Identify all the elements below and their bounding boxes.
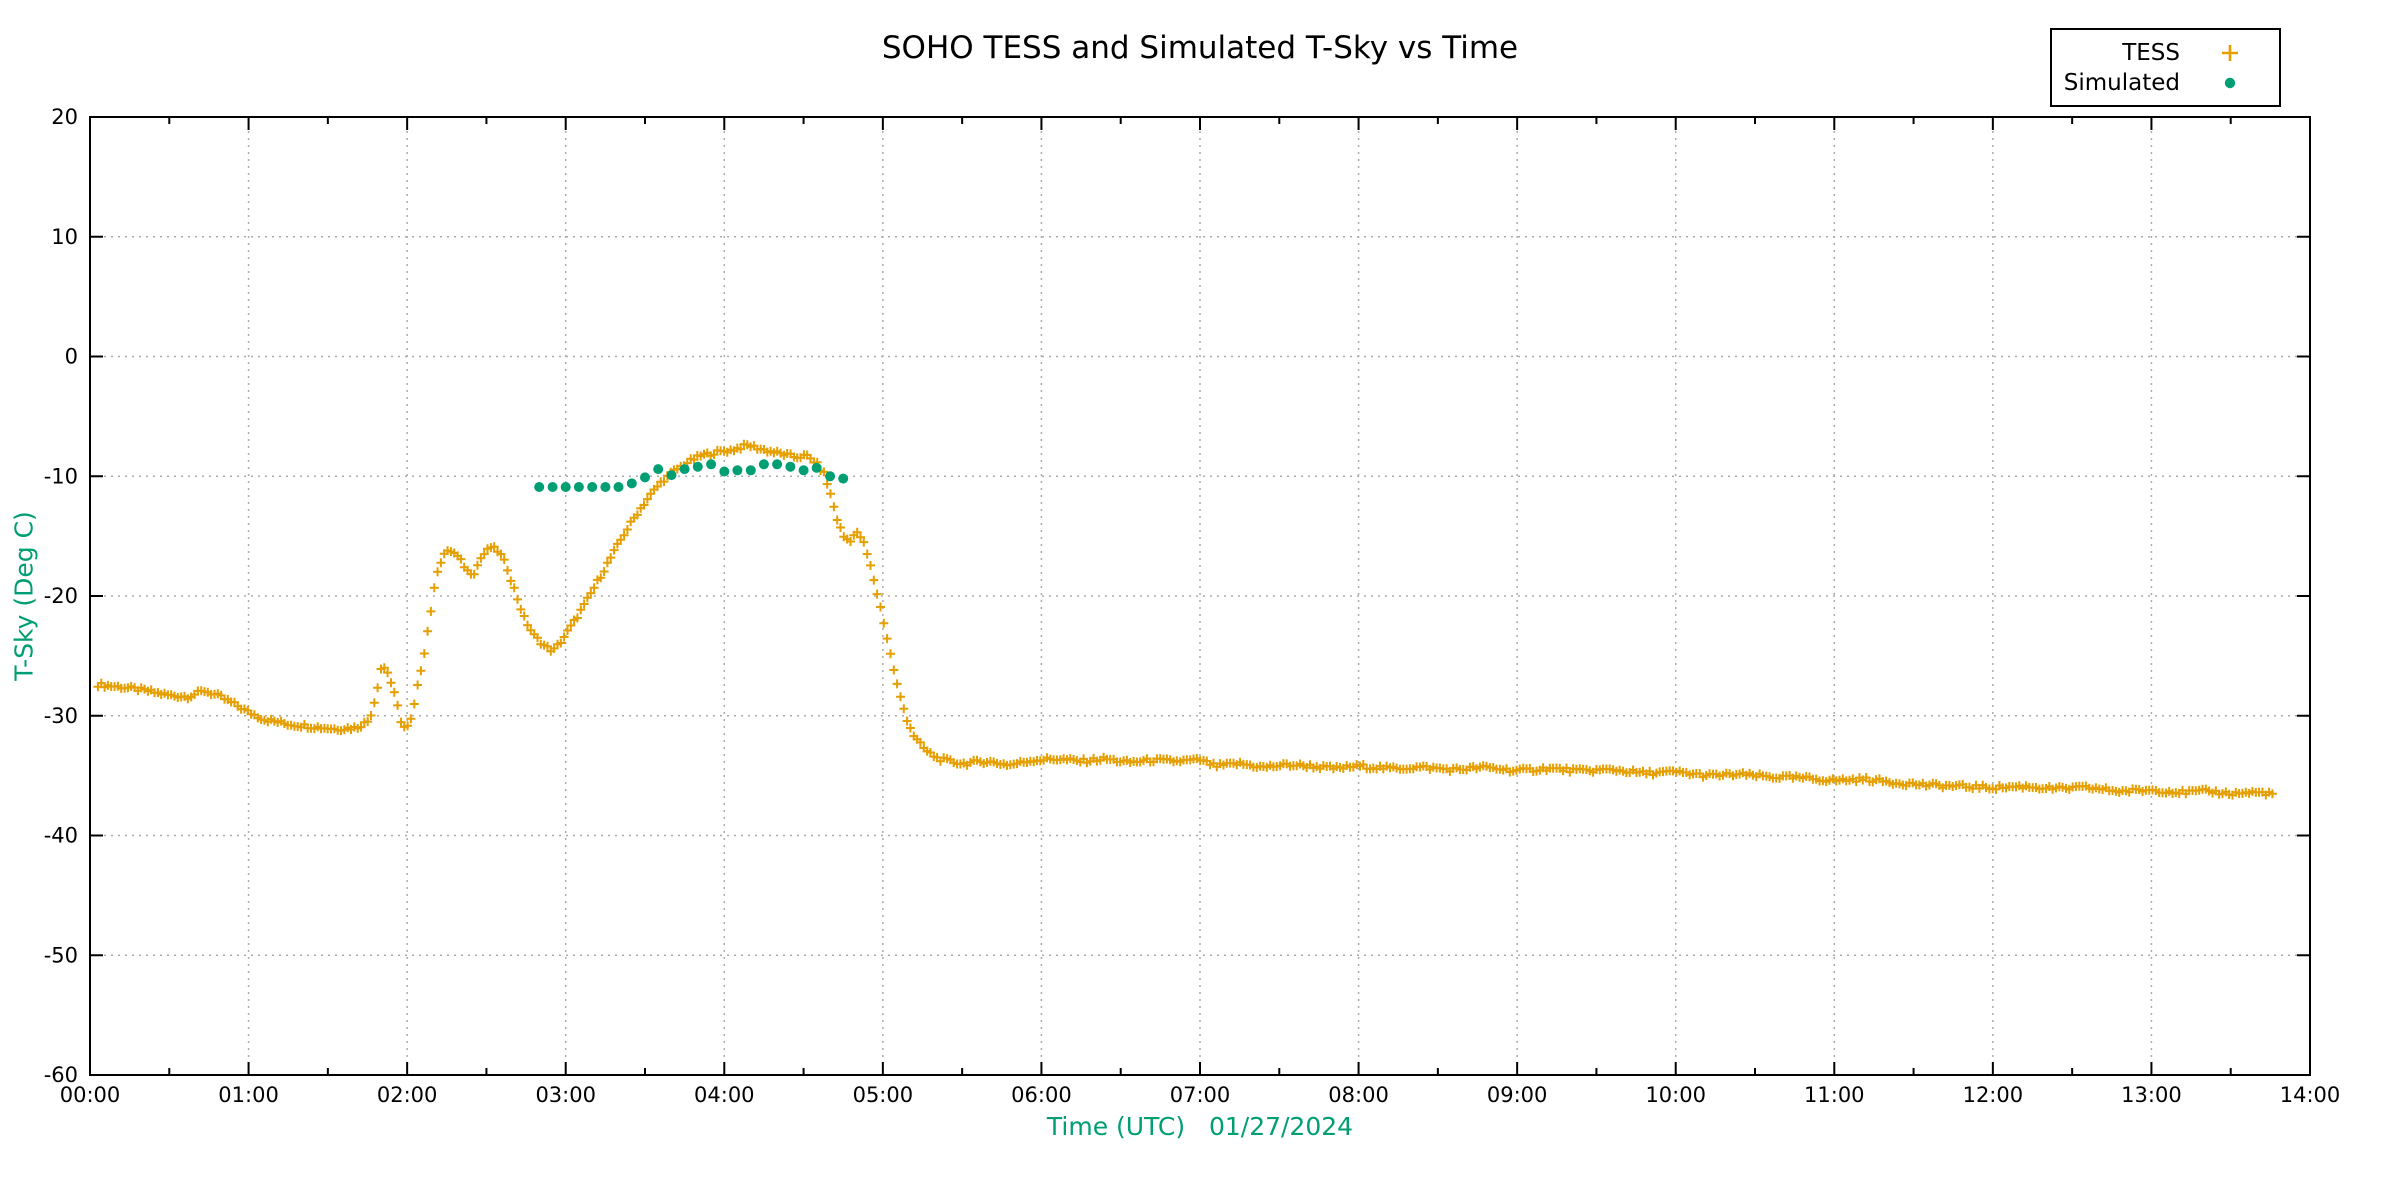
legend-row-simulated: Simulated bbox=[2052, 68, 2279, 98]
simulated-point bbox=[653, 464, 664, 475]
simulated-point bbox=[758, 459, 769, 470]
y-tick-label: 0 bbox=[65, 345, 78, 369]
simulated-point bbox=[692, 461, 703, 472]
simulated-point bbox=[772, 459, 783, 470]
tess-series bbox=[93, 439, 2277, 800]
simulated-point bbox=[547, 482, 558, 492]
simulated-point bbox=[534, 482, 545, 492]
x-tick-label: 01:00 bbox=[218, 1083, 279, 1107]
y-tick-label: 10 bbox=[51, 225, 78, 249]
simulated-point bbox=[640, 472, 650, 483]
y-axis-label: T-Sky (Deg C) bbox=[10, 511, 39, 681]
chart-title: SOHO TESS and Simulated T-Sky vs Time bbox=[881, 30, 1519, 66]
x-tick-label: 11:00 bbox=[1804, 1083, 1865, 1107]
x-tick-label: 05:00 bbox=[853, 1083, 914, 1107]
y-tick-label: -60 bbox=[44, 1063, 78, 1087]
simulated-point bbox=[732, 465, 743, 476]
simulated-point bbox=[679, 464, 690, 475]
y-axis-label-text: T-Sky (Deg C) bbox=[9, 511, 39, 681]
plus-icon bbox=[2180, 43, 2279, 63]
simulated-point bbox=[745, 465, 756, 476]
x-tick-label: 14:00 bbox=[2280, 1083, 2341, 1107]
simulated-point bbox=[825, 471, 836, 482]
legend-row-tess: TESS bbox=[2052, 38, 2279, 68]
x-tick-label: 13:00 bbox=[2121, 1083, 2182, 1107]
y-tick-label: -20 bbox=[44, 584, 78, 608]
x-tick-label: 10:00 bbox=[1645, 1083, 1706, 1107]
simulated-point bbox=[666, 470, 677, 481]
simulated-point bbox=[785, 461, 796, 472]
legend-label-simulated: Simulated bbox=[2063, 69, 2180, 96]
simulated-point bbox=[838, 473, 849, 484]
simulated-point bbox=[811, 462, 822, 473]
simulated-point bbox=[719, 466, 730, 477]
x-axis-label: Time (UTC) 01/27/2024 bbox=[0, 1112, 2400, 1141]
simulated-point bbox=[613, 482, 624, 492]
x-tick-label: 00:00 bbox=[60, 1083, 121, 1107]
x-tick-label: 12:00 bbox=[1963, 1083, 2024, 1107]
simulated-point bbox=[560, 482, 571, 492]
legend-label-tess: TESS bbox=[2122, 39, 2180, 66]
y-tick-label: 20 bbox=[51, 105, 78, 129]
simulated-point bbox=[798, 465, 809, 476]
y-tick-label: -10 bbox=[44, 464, 78, 488]
y-tick-label: -40 bbox=[44, 824, 78, 848]
plot-border bbox=[89, 116, 2311, 1076]
legend: TESS Simulated bbox=[2050, 28, 2281, 107]
x-tick-label: 09:00 bbox=[1487, 1083, 1548, 1107]
x-tick-label: 04:00 bbox=[694, 1083, 755, 1107]
simulated-point bbox=[600, 482, 611, 492]
simulated-point bbox=[626, 478, 637, 489]
x-tick-label: 02:00 bbox=[377, 1083, 438, 1107]
x-tick-label: 07:00 bbox=[1170, 1083, 1231, 1107]
y-tick-label: -30 bbox=[44, 704, 78, 728]
x-tick-label: 06:00 bbox=[1011, 1083, 1072, 1107]
y-tick-label: -50 bbox=[44, 943, 78, 967]
x-tick-label: 08:00 bbox=[1328, 1083, 1389, 1107]
simulated-point bbox=[706, 459, 717, 470]
x-axis-label-text: Time (UTC) 01/27/2024 bbox=[1046, 1112, 1354, 1141]
dot-icon bbox=[2180, 73, 2279, 93]
x-tick-label: 03:00 bbox=[535, 1083, 596, 1107]
simulated-point bbox=[573, 482, 584, 492]
simulated-point bbox=[587, 482, 598, 492]
